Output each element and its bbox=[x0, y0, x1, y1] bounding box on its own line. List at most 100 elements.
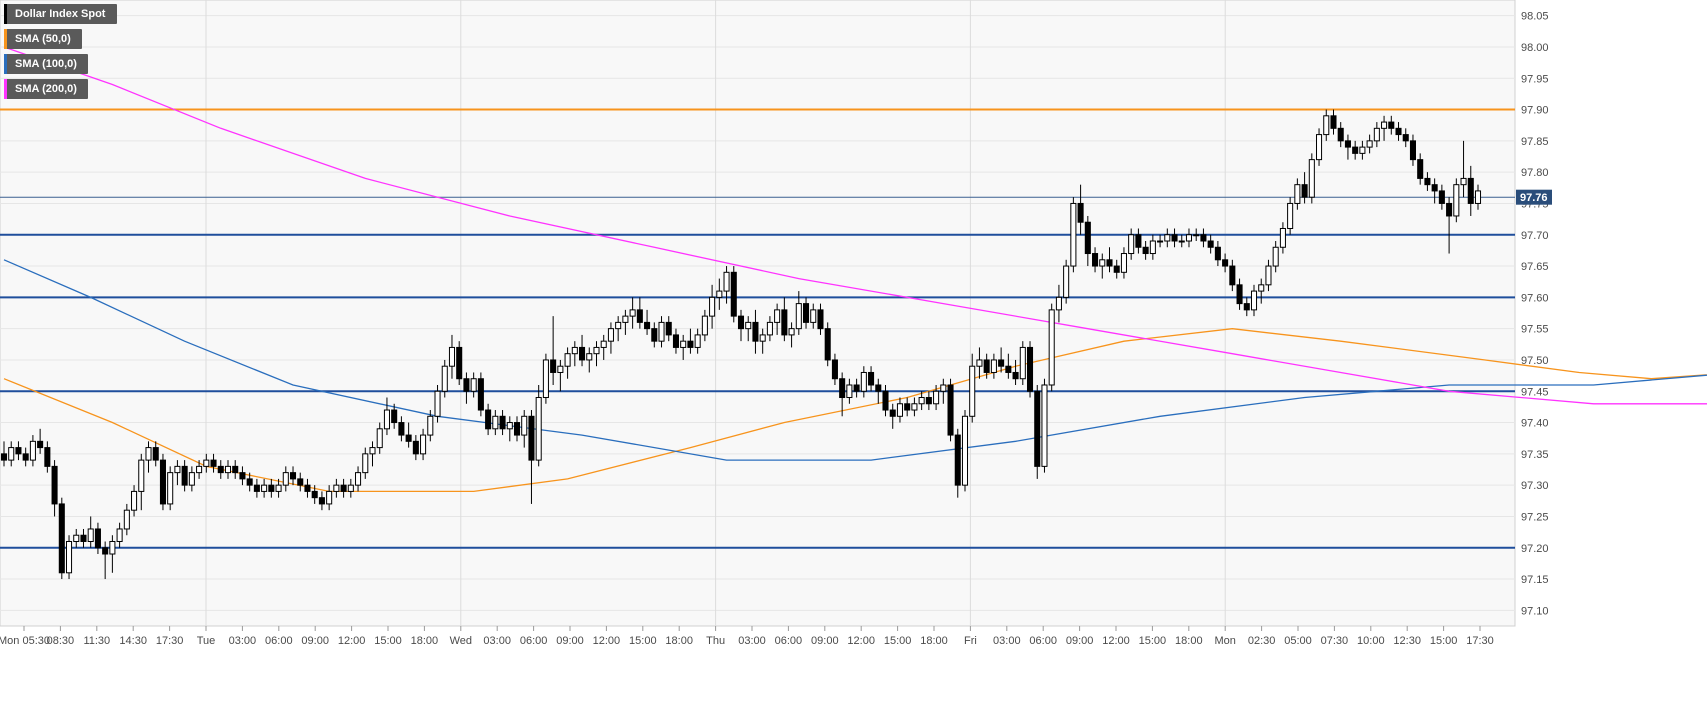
candle-body bbox=[506, 422, 513, 430]
candle bbox=[448, 334, 456, 379]
x-tick-label: 09:00 bbox=[556, 635, 584, 647]
candle bbox=[232, 460, 239, 479]
x-tick-label: 15:00 bbox=[374, 635, 402, 647]
candle bbox=[1359, 140, 1366, 160]
candle bbox=[1041, 378, 1048, 473]
candle-body bbox=[1178, 240, 1185, 243]
candle bbox=[138, 453, 145, 511]
candle bbox=[615, 316, 622, 342]
candle bbox=[420, 428, 427, 461]
candle-body bbox=[1359, 146, 1366, 154]
x-tick-label: 10:00 bbox=[1357, 635, 1385, 647]
last-price-label: 97.76 bbox=[1520, 192, 1548, 204]
candle bbox=[672, 328, 679, 354]
candle-body bbox=[1026, 346, 1034, 392]
candle-body bbox=[824, 328, 831, 361]
candle-body bbox=[1048, 309, 1055, 386]
candle-body bbox=[752, 321, 759, 342]
candle bbox=[405, 422, 412, 448]
x-tick-label: Fri bbox=[964, 635, 977, 647]
legend-item-price[interactable]: Dollar Index Spot bbox=[4, 4, 117, 24]
candle bbox=[1395, 122, 1402, 141]
candle bbox=[376, 422, 383, 454]
candle bbox=[1178, 234, 1185, 248]
candle bbox=[759, 328, 766, 354]
candle-body bbox=[1301, 184, 1308, 198]
candle-body bbox=[58, 503, 65, 574]
candle-body bbox=[1229, 265, 1236, 286]
candle-body bbox=[1207, 240, 1214, 248]
candle bbox=[1417, 153, 1424, 185]
candle bbox=[969, 353, 976, 423]
candle-body bbox=[1099, 259, 1106, 267]
candle bbox=[1099, 253, 1106, 279]
x-tick-label: 02:30 bbox=[1248, 635, 1276, 647]
candle bbox=[636, 297, 643, 329]
candle-body bbox=[1142, 246, 1149, 255]
legend-item-sma50[interactable]: SMA (50,0) bbox=[4, 29, 82, 49]
candle-body bbox=[810, 309, 817, 323]
candle-body bbox=[940, 384, 947, 392]
x-tick-label: 06:00 bbox=[265, 635, 293, 647]
candle-body bbox=[1171, 234, 1178, 242]
candle bbox=[925, 391, 932, 411]
candle-body bbox=[181, 465, 188, 486]
horizontal-levels bbox=[0, 108, 1515, 549]
candle-body bbox=[109, 540, 116, 555]
sma200-line bbox=[3, 46, 1707, 405]
x-tick-label: 03:00 bbox=[229, 635, 257, 647]
candle bbox=[58, 497, 65, 580]
candle-body bbox=[1337, 127, 1344, 142]
candle bbox=[1330, 109, 1337, 135]
candle bbox=[954, 428, 961, 498]
candle bbox=[839, 372, 846, 417]
candle bbox=[1424, 172, 1431, 191]
candle-body bbox=[376, 428, 383, 449]
candle bbox=[289, 466, 297, 486]
candle-body bbox=[347, 484, 354, 492]
candle bbox=[1265, 259, 1272, 292]
candle bbox=[94, 522, 101, 555]
candle-body bbox=[542, 359, 549, 399]
candle bbox=[1279, 222, 1286, 254]
candle-body bbox=[1352, 146, 1359, 154]
candle-body bbox=[1193, 234, 1200, 237]
day-separators bbox=[205, 0, 1226, 626]
candle-body bbox=[1424, 177, 1431, 186]
candle bbox=[217, 460, 224, 479]
candle bbox=[998, 347, 1005, 373]
candle bbox=[470, 372, 477, 398]
candle bbox=[1012, 359, 1019, 385]
legend-label-price: Dollar Index Spot bbox=[15, 8, 106, 20]
legend-swatch-price bbox=[4, 4, 7, 24]
candle-body bbox=[983, 359, 990, 373]
x-tick-label: 12:00 bbox=[847, 635, 875, 647]
candle bbox=[795, 291, 802, 335]
candle-body bbox=[636, 309, 643, 323]
candle-body bbox=[550, 359, 557, 373]
candle bbox=[145, 441, 152, 473]
candle-body bbox=[882, 390, 889, 411]
candle bbox=[304, 478, 311, 498]
y-tick-label: 97.40 bbox=[1521, 418, 1549, 430]
candle-body bbox=[116, 528, 123, 542]
candle bbox=[239, 466, 246, 486]
candle bbox=[1207, 234, 1214, 254]
legend-item-sma200[interactable]: SMA (200,0) bbox=[4, 79, 88, 99]
legend-item-sma100[interactable]: SMA (100,0) bbox=[4, 54, 88, 74]
candle bbox=[188, 466, 195, 492]
x-tick-label: 17:30 bbox=[156, 635, 184, 647]
candle bbox=[1034, 384, 1041, 479]
candle-body bbox=[875, 384, 882, 392]
x-tick-label: Wed bbox=[450, 635, 472, 647]
candle bbox=[766, 316, 773, 342]
candle bbox=[253, 478, 260, 498]
candle-body bbox=[29, 440, 36, 461]
candle-body bbox=[1164, 234, 1171, 242]
candle-body bbox=[774, 309, 781, 323]
x-tick-label: 09:00 bbox=[1066, 635, 1094, 647]
candle bbox=[1352, 140, 1359, 160]
candle-body bbox=[687, 340, 694, 348]
candle-body bbox=[694, 334, 701, 348]
